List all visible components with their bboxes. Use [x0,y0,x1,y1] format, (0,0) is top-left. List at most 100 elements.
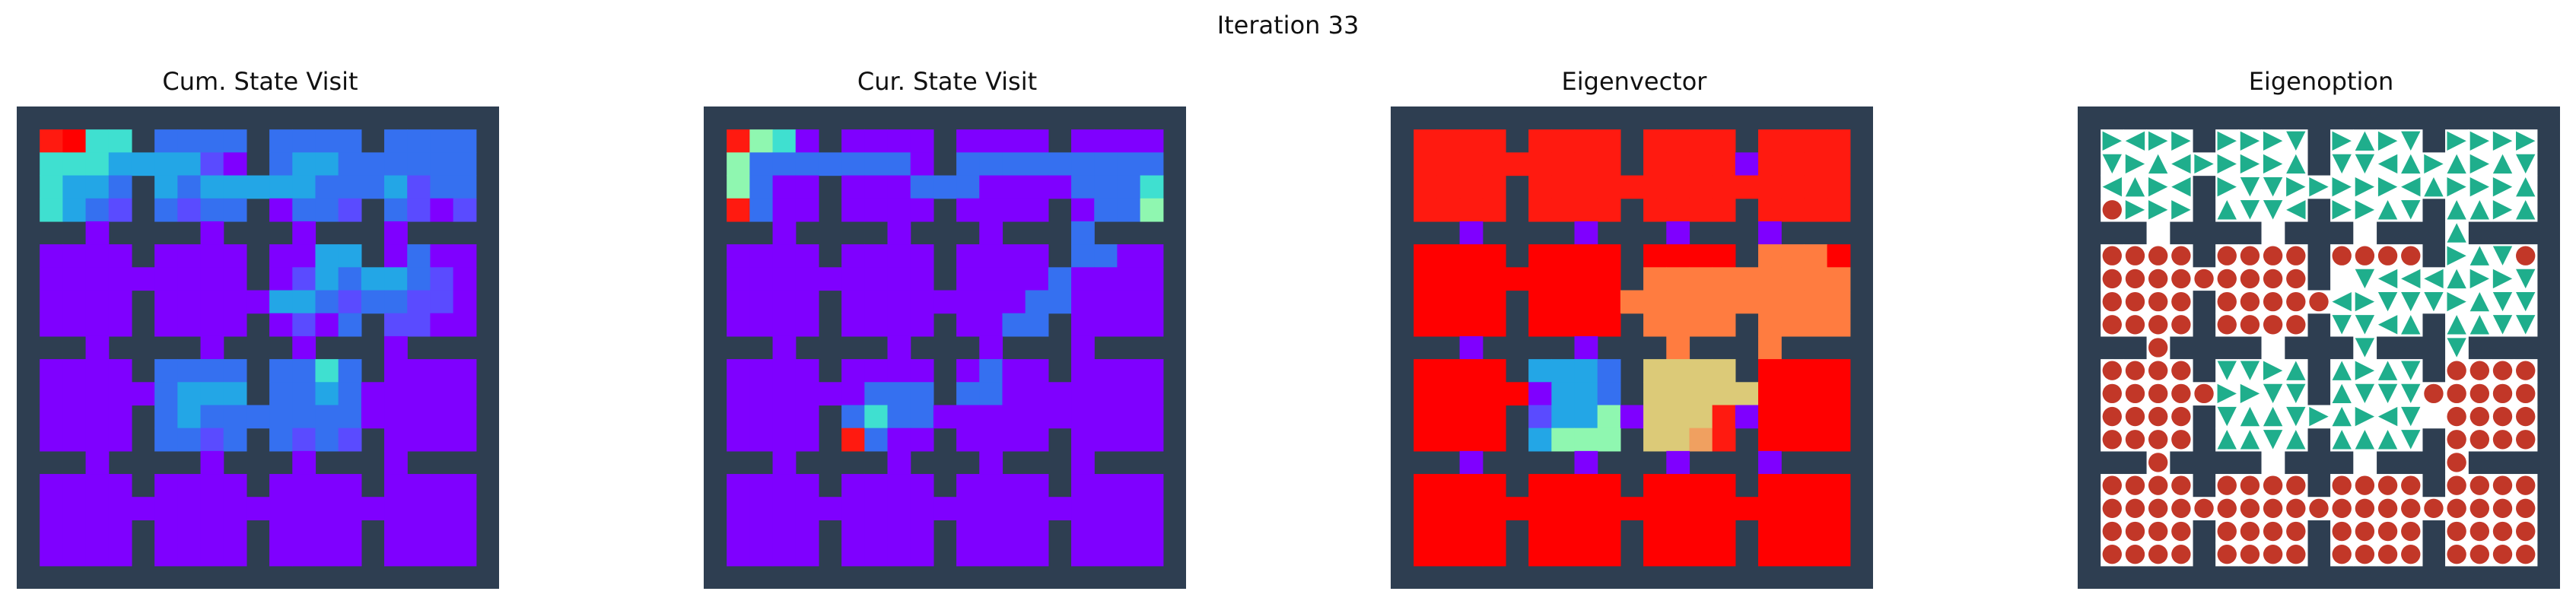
cum-visit-cell [430,129,454,153]
figure-title: Iteration 33 [1216,11,1360,40]
cum-visit-cell [85,313,110,337]
eigenvector-cell [1414,428,1437,452]
eigenvector-cell [1436,405,1461,429]
eigenvector-cell [1414,542,1437,567]
eigenvector-cell [1459,542,1484,567]
cum-visit-cell [108,405,132,429]
cur-visit-cell [727,129,750,153]
arrow-down [2332,315,2352,335]
cur-visit-cell [1094,497,1118,521]
cum-visit-cell [430,405,454,429]
cur-visit-cell [1025,290,1049,314]
cur-visit-cell [1025,129,1049,153]
eigenvector-cell [1804,474,1828,498]
cum-visit-cell [154,474,178,498]
eigenvector-cell [1459,244,1484,268]
cur-visit-cell [727,382,750,406]
cur-visit-cell [818,382,842,406]
cum-visit-cell [108,290,132,314]
arrow-left [2332,291,2352,312]
cum-visit-cell [85,474,110,498]
terminate-marker [2240,269,2260,289]
cur-visit-cell [795,520,819,544]
cum-visit-cell [108,497,132,521]
arrow-up [2447,269,2466,289]
cum-visit-cell [453,267,477,291]
terminate-marker [2148,453,2168,472]
terminate-marker [2102,269,2122,289]
cur-visit-cell [749,244,774,268]
terminate-marker [2148,475,2168,495]
cur-visit-cell [887,221,911,245]
arrow-up [2447,223,2466,243]
eigenvector-cell [1643,405,1667,429]
eigenvector-cell [1666,335,1690,360]
eigenvector-cell [1781,175,1805,199]
terminate-marker [2102,315,2122,335]
cur-visit-cell [1048,152,1072,176]
cur-visit-cell [1094,474,1118,498]
arrow-right [2217,176,2237,197]
cum-visit-cell [200,175,224,199]
cum-visit-cell [338,290,362,314]
cum-visit-cell [40,244,63,268]
cur-visit-cell [1025,175,1049,199]
eigenvector-cell [1758,290,1782,314]
cum-visit-cell [453,313,477,337]
cum-visit-cell [177,497,202,521]
cum-visit-cell [200,129,224,153]
cum-visit-cell [338,428,362,452]
cum-visit-cell [154,542,178,567]
cur-visit-cell [772,520,797,544]
cur-visit-cell [1048,405,1072,429]
cum-visit-cell [453,405,477,429]
cur-visit-cell [887,520,911,544]
arrow-left [2401,269,2421,289]
eigenvector-cell [1712,129,1736,153]
cur-visit-cell [1025,152,1049,176]
terminate-marker [2240,521,2260,542]
terminate-marker [2148,498,2168,519]
eigenvector-cell [1735,267,1759,291]
cum-visit-cell [131,267,155,291]
arrow-down [2332,154,2352,174]
cur-visit-cell [1048,382,1072,406]
cum-visit-cell [384,152,408,176]
cur-visit-cell [864,313,889,337]
cur-visit-cell [772,542,797,567]
eigenvector-cell [1620,290,1644,314]
arrow-down [2447,338,2466,358]
cum-visit-cell [177,175,202,199]
terminate-marker [2516,246,2536,265]
cum-visit-cell [85,152,110,176]
arrow-right [2217,131,2237,151]
terminate-marker [2469,475,2490,495]
cur-visit-cell [1002,198,1026,222]
eigenvector-cell [1781,129,1805,153]
cum-visit-cell [223,382,247,406]
cur-visit-cell [795,152,819,176]
cum-visit-cell [292,198,316,222]
eigenvector-cell [1643,313,1667,337]
arrow-down [2240,200,2260,220]
cur-visit-cell [864,198,889,222]
cur-visit-cell [1071,359,1095,383]
eigenvector-cell [1666,542,1690,567]
cur-visit-cell [749,198,774,222]
cum-visit-cell [200,221,224,245]
eigenvector-cell [1459,335,1484,360]
terminate-marker [2240,315,2260,335]
eigenvector-cell [1528,428,1552,452]
eigenvector-cell [1781,382,1805,406]
cum-visit-cell [246,175,270,199]
cum-visit-cell [292,244,316,268]
terminate-marker [2125,498,2145,519]
eigenvector-cell [1551,497,1576,521]
arrow-right [2424,154,2444,174]
cum-visit-cell [315,405,339,429]
cum-visit-cell [40,129,63,153]
eigenvector-cell [1804,129,1828,153]
eigenvector-cell [1551,313,1576,337]
eigenvector-cell [1804,313,1828,337]
terminate-marker [2309,291,2329,312]
